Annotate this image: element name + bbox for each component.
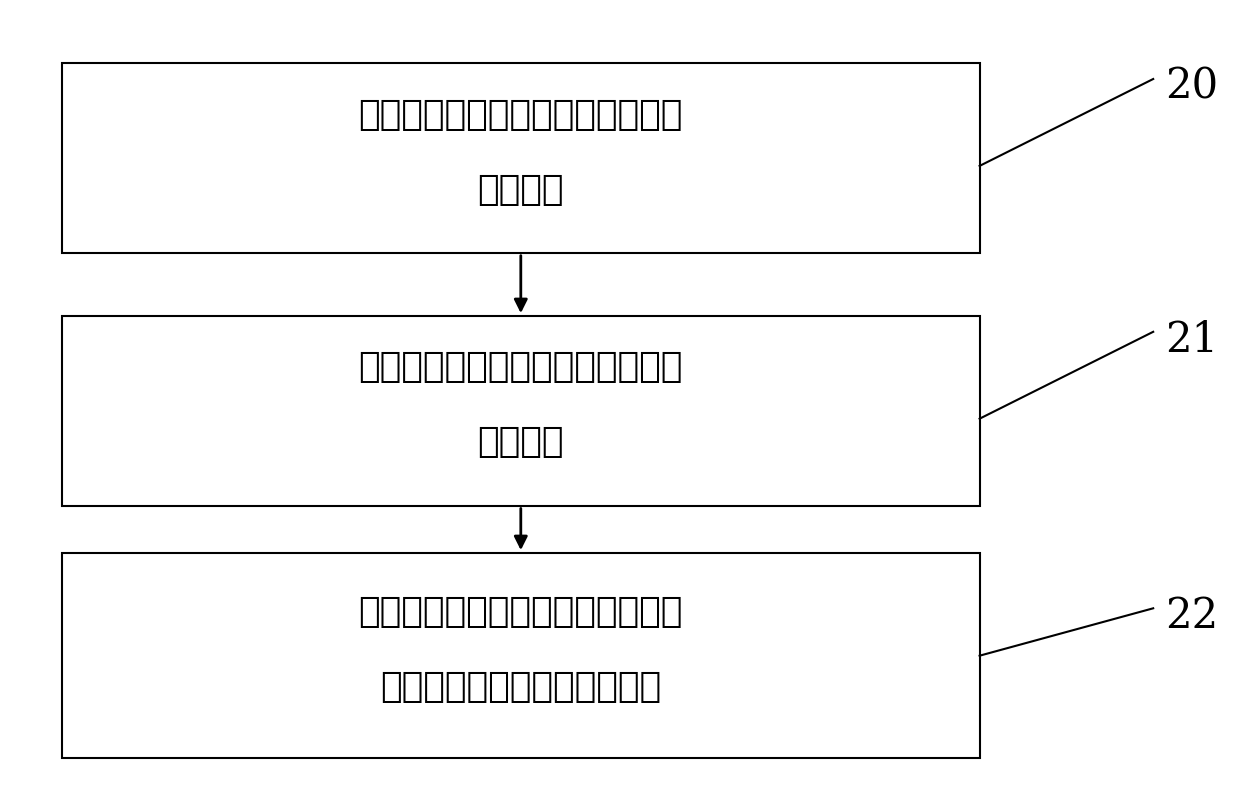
Text: 20: 20 [1166,66,1219,108]
Text: 21: 21 [1166,318,1219,361]
FancyBboxPatch shape [62,316,980,506]
Text: 测试外围焊盘通过插件和测试外围: 测试外围焊盘通过插件和测试外围 [358,350,683,385]
FancyBboxPatch shape [62,63,980,253]
FancyBboxPatch shape [62,553,980,758]
Text: 围焊盘之间用电气隔离层相隔: 围焊盘之间用电气隔离层相隔 [381,670,661,705]
Text: 22: 22 [1166,595,1219,638]
Text: 在所述熔丝探针焊盘和所述测试外: 在所述熔丝探针焊盘和所述测试外 [358,595,683,630]
Text: 电路相连: 电路相连 [477,425,564,460]
Text: 电路相连: 电路相连 [477,172,564,207]
Text: 熔丝探针焊盘通过插件和熔丝熔断: 熔丝探针焊盘通过插件和熔丝熔断 [358,97,683,132]
